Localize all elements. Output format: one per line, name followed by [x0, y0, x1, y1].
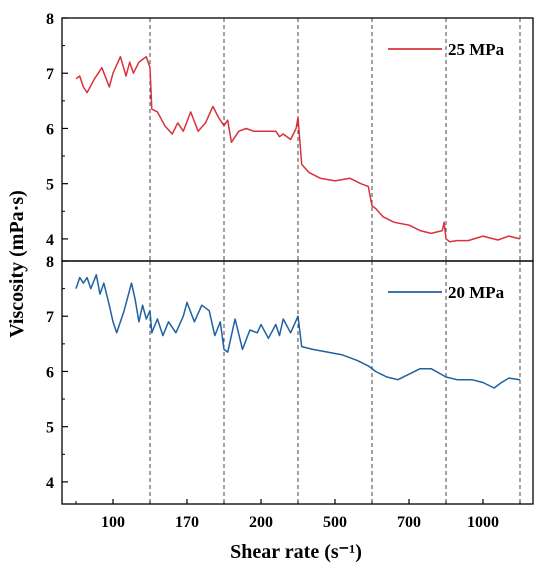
series-line-25-mpa: [75, 55, 521, 243]
x-tick-label: 170: [175, 514, 199, 531]
y-tick-label: 8: [46, 11, 54, 28]
legend-label: 25 MPa: [448, 40, 505, 59]
legend-label: 20 MPa: [448, 283, 505, 302]
y-tick-label: 6: [46, 121, 54, 138]
y-axis-title: Viscosity (mPa·s): [6, 190, 28, 338]
y-tick-label: 5: [46, 420, 54, 437]
panel-bottom: 4 5 6 7 8 20 MPa: [46, 254, 534, 505]
x-tick-label: 100: [101, 514, 125, 531]
x-tick-label: 700: [397, 514, 421, 531]
y-tick-label: 6: [46, 364, 54, 381]
plot-layer: 4 5 6 7 8 25 MPa 4 5 6 7 8 20 MPa 100 170 200 500 700 100…: [46, 11, 534, 531]
x-tick-label: 500: [323, 514, 347, 531]
x-tick-label: 200: [249, 514, 273, 531]
y-tick-label: 7: [46, 66, 54, 83]
series-line-20-mpa: [75, 274, 521, 389]
y-tick-label: 4: [46, 475, 54, 492]
x-tick-label: 1000: [467, 514, 499, 531]
y-tick-label: 8: [46, 254, 54, 271]
panel-top: 4 5 6 7 8 25 MPa: [46, 11, 534, 262]
y-tick-label: 5: [46, 177, 54, 194]
x-axis-title: Shear rate (s⁻¹): [230, 541, 362, 563]
y-tick-label: 7: [46, 309, 54, 326]
y-tick-label: 4: [46, 232, 54, 249]
